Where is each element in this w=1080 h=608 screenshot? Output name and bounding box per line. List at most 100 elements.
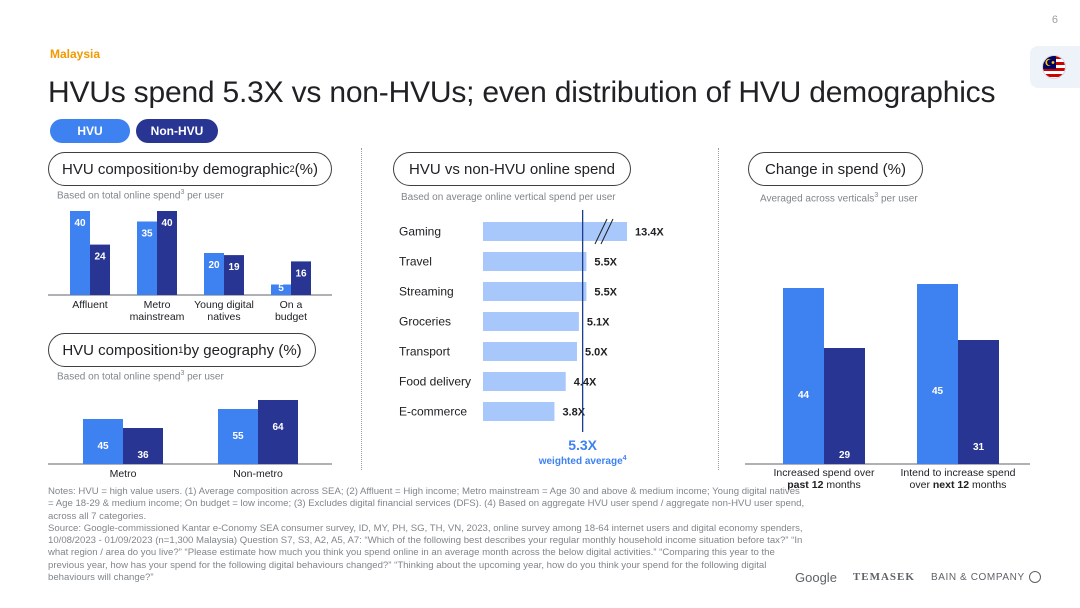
bar-food-delivery (483, 372, 566, 391)
category-label-2-post: months (969, 479, 1006, 491)
bar-transport (483, 342, 577, 361)
category-label-2-line1: Intend to increase spend (901, 467, 1016, 479)
category-label-streaming: Streaming (399, 285, 454, 299)
geography-note: Based on total online spend3 per user (57, 370, 224, 383)
source-text: Source: Google-commissioned Kantar e-Con… (48, 522, 803, 584)
online-spend-chart: Gaming 13.4X Travel 5.5X Streaming 5.5X Grocer… (399, 210, 664, 467)
bar-travel (483, 252, 587, 271)
category-label-e-commerce: E-commerce (399, 405, 467, 419)
online-spend-section-label: HVU vs non-HVU online spend (393, 152, 631, 186)
bar-gaming (483, 222, 627, 241)
category-label-groceries: Groceries (399, 315, 451, 329)
google-logo: Google (795, 569, 837, 585)
data-label-e-commerce: 3.8X (562, 407, 585, 419)
category-label-metro: Metro (110, 468, 137, 480)
category-label-on-a-budget: On a (280, 299, 303, 311)
data-label-food-delivery: 4.4X (574, 377, 597, 389)
bar-change-1-non-hvu (824, 348, 865, 464)
bar-e-commerce (483, 402, 555, 421)
bar-young-digital-natives-hvu (204, 253, 224, 295)
data-label-travel: 5.5X (594, 257, 617, 269)
weighted-average-value: 5.3X (568, 437, 597, 453)
data-label-change-2-hvu: 45 (932, 386, 944, 397)
geography-section-label: HVU composition 1 by geography (%) (48, 333, 316, 367)
bain-logo: BAIN & COMPANY (931, 571, 1041, 583)
data-label-affluent-hvu: 40 (74, 218, 86, 229)
category-label-young-digital-natives: Young digital (194, 299, 254, 311)
footnotes: Notes: HVU = high value users. (1) Avera… (48, 486, 808, 584)
demographic-note: Based on total online spend3 per user (57, 189, 224, 202)
page-number: 6 (1051, 14, 1058, 26)
bar-change-1-hvu (783, 288, 824, 464)
category-label-1-line2: past 12 months (787, 479, 861, 491)
data-label-on-a-budget-non-hvu: 16 (295, 268, 307, 279)
data-label-change-1-non-hvu: 29 (839, 450, 851, 461)
category-label-1-bold: past 12 (787, 479, 823, 491)
data-label-non-metro-hvu: 55 (232, 431, 244, 442)
data-label-groceries: 5.1X (587, 317, 610, 329)
bar-streaming (483, 282, 587, 301)
country-label: Malaysia (50, 47, 101, 61)
legend-hvu: HVU (50, 119, 130, 143)
change-section-label: Change in spend (%) (748, 152, 923, 186)
bar-young-digital-natives-non-hvu (224, 255, 244, 295)
category-label-2-pre: over (910, 479, 933, 491)
data-label-affluent-non-hvu: 24 (94, 252, 106, 263)
bar-change-2-non-hvu (958, 340, 999, 464)
change-note: Averaged across verticals3 per user (760, 192, 918, 205)
bar-change-2-hvu (917, 284, 958, 464)
weighted-average-footnote: 4 (623, 455, 627, 462)
bain-mark-icon (1028, 571, 1041, 583)
data-label-change-1-hvu: 44 (798, 390, 810, 401)
category-label-metro-mainstream: Metro (144, 299, 171, 311)
category-label-metro-mainstream-line2: mainstream (130, 311, 185, 323)
bar-metro-hvu (83, 419, 123, 464)
temasek-logo: TEMASEK (852, 571, 915, 583)
data-label-metro-non-hvu: 36 (137, 450, 149, 461)
category-label-non-metro: Non-metro (233, 468, 283, 480)
bar-metro-mainstream-non-hvu (157, 211, 177, 295)
data-label-transport: 5.0X (585, 347, 608, 359)
bar-metro-mainstream-hvu (137, 221, 157, 295)
category-label-2-line2: over next 12 months (910, 479, 1007, 491)
page-title: HVUs spend 5.3X vs non-HVUs; even distri… (48, 76, 996, 109)
category-label-gaming: Gaming (399, 225, 441, 239)
divider-left (361, 148, 362, 470)
data-label-gaming: 13.4X (635, 227, 664, 239)
bar-on-a-budget-hvu (271, 284, 291, 295)
online-spend-note: Based on average online vertical spend p… (401, 192, 616, 203)
weighted-average-label: weighted average4 (538, 455, 627, 467)
bar-non-metro-non-hvu (258, 400, 298, 464)
legend-non-hvu: Non-HVU (136, 119, 218, 143)
demographic-section-label: HVU composition 1 by demographic 2 (%) (48, 152, 332, 186)
data-label-metro-hvu: 45 (97, 441, 109, 452)
data-label-non-metro-non-hvu: 64 (272, 422, 284, 433)
category-label-young-digital-natives-line2: natives (207, 311, 240, 323)
category-label-on-a-budget-line2: budget (275, 311, 307, 323)
bar-groceries (483, 312, 579, 331)
axis-break-mark-1 (594, 218, 608, 245)
data-label-young-digital-natives-non-hvu: 19 (228, 262, 240, 273)
data-label-on-a-budget-hvu: 5 (278, 283, 284, 294)
category-label-1-post: months (823, 479, 860, 491)
data-label-streaming: 5.5X (594, 287, 617, 299)
data-label-metro-mainstream-hvu: 35 (141, 229, 153, 240)
bar-affluent-hvu (70, 211, 90, 295)
category-label-affluent: Affluent (72, 299, 107, 311)
bar-metro-non-hvu (123, 428, 163, 464)
data-label-metro-mainstream-non-hvu: 40 (161, 218, 173, 229)
category-label-travel: Travel (399, 255, 432, 269)
divider-right (718, 148, 719, 470)
axis-break-mark-2 (600, 218, 614, 245)
category-label-food-delivery: Food delivery (399, 375, 471, 389)
bar-non-metro-hvu (218, 409, 258, 464)
bar-on-a-budget-non-hvu (291, 261, 311, 295)
notes-text: Notes: HVU = high value users. (1) Avera… (48, 486, 805, 522)
data-label-young-digital-natives-hvu: 20 (208, 260, 220, 271)
category-label-transport: Transport (399, 345, 451, 359)
malaysia-flag-icon (1042, 55, 1066, 79)
category-label-1-line1: Increased spend over (774, 467, 875, 479)
